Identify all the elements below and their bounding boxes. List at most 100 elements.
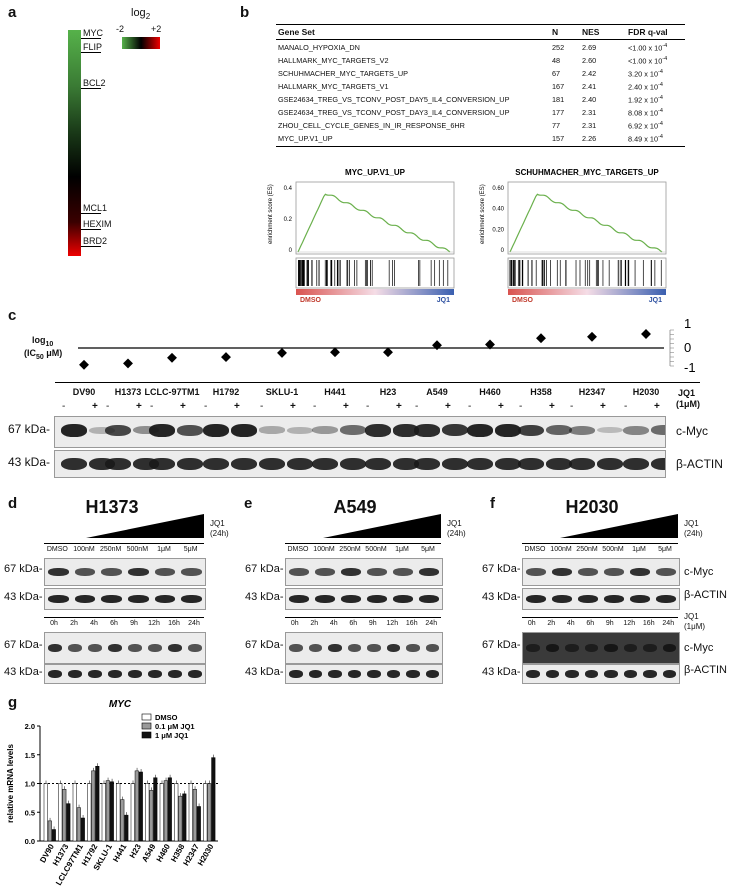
marker-67kda: 67 kDa- xyxy=(4,639,43,651)
dose-actin-blot-band xyxy=(526,595,546,603)
cmyc-band xyxy=(442,424,468,437)
dose-actin-blot-band xyxy=(181,595,202,603)
treatment-label: JQ1 xyxy=(210,519,225,528)
time-label: 16h xyxy=(405,620,418,627)
gsea-left-label: DMSO xyxy=(300,297,322,304)
cell-line-title: H2030 xyxy=(565,497,619,517)
cmyc-band xyxy=(597,426,623,434)
dose-actin-blot-band xyxy=(552,595,572,603)
dose-label: 1μM xyxy=(632,546,646,553)
time-actin-blot-band xyxy=(168,670,182,678)
cell-line-label: LCLC-97TM1 xyxy=(144,387,200,397)
ic50-ylabel: log10 xyxy=(32,335,54,348)
table-header-gene-set: Gene Set xyxy=(278,27,315,37)
table-cell-gene-set: HALLMARK_MYC_TARGETS_V2 xyxy=(278,56,389,65)
table-cell-n: 77 xyxy=(552,121,561,130)
gsea-title: MYC_UP.V1_UP xyxy=(345,168,406,177)
cell-line-label: A549 xyxy=(426,387,448,397)
dose-cmyc-blot-band xyxy=(367,568,387,576)
bar xyxy=(109,781,114,842)
cmyc-band xyxy=(467,424,493,437)
bar xyxy=(145,783,150,842)
time-cmyc-blot-band xyxy=(168,644,182,652)
bar xyxy=(95,766,100,842)
time-actin-blot-band xyxy=(623,670,637,678)
gsea-right-label: JQ1 xyxy=(437,297,450,304)
table-cell-fdr: 6.92 x 10-4 xyxy=(628,121,663,131)
dose-cmyc-blot-band xyxy=(315,568,335,576)
lane-plus: + xyxy=(549,401,555,412)
lane-minus: - xyxy=(150,401,154,412)
time-actin-blot xyxy=(44,664,206,684)
table-cell-fdr: 8.49 x 10-4 xyxy=(628,134,663,144)
cell-line-label: H460 xyxy=(479,387,501,397)
dose-actin-blot-band xyxy=(101,595,122,603)
y-tick-label: 0.0 xyxy=(25,837,35,846)
cell-line-label: H2030 xyxy=(632,387,660,397)
marker-43kda: 43 kDa- xyxy=(245,666,284,678)
gsea-ytick: 0.40 xyxy=(492,207,504,213)
table-cell-nes: 2.41 xyxy=(582,82,597,91)
cmyc-band xyxy=(623,425,649,435)
dose-label: 1μM xyxy=(157,546,171,553)
time-label: 6h xyxy=(110,620,118,627)
bar xyxy=(101,783,106,842)
dose-rule xyxy=(285,543,441,544)
dose-cmyc-blot-band xyxy=(578,568,598,576)
cmyc-band xyxy=(651,425,665,436)
cmyc-band xyxy=(393,424,419,437)
lane-minus: - xyxy=(313,401,317,412)
table-cell-gene-set: GSE24634_TREG_VS_TCONV_POST_DAY5_IL4_CON… xyxy=(278,95,510,104)
time-actin-blot-band xyxy=(643,670,657,678)
table-cell-fdr: 8.08 x 10-4 xyxy=(628,108,663,118)
lane-minus: - xyxy=(519,401,523,412)
time-cmyc-blot-band xyxy=(88,644,102,652)
time-actin-blot xyxy=(522,664,680,684)
actin-band xyxy=(495,458,521,470)
time-actin-blot-band xyxy=(526,670,540,678)
lane-plus: + xyxy=(180,401,186,412)
legend-label: 0.1 μM JQ1 xyxy=(155,722,195,731)
bar xyxy=(182,793,187,842)
bar xyxy=(47,820,52,842)
cmyc-band xyxy=(518,424,544,437)
y-tick-label: 2.0 xyxy=(25,722,35,731)
time-cmyc-blot-band xyxy=(289,644,303,652)
gsea-ytick: 0 xyxy=(289,248,293,254)
cmyc-band xyxy=(231,424,257,437)
time-label: 24h xyxy=(662,620,675,627)
table-cell-fdr: <1.00 x 10-4 xyxy=(628,56,668,66)
bar xyxy=(72,783,77,842)
bar xyxy=(62,789,67,842)
dose-actin-blot-band xyxy=(604,595,624,603)
protein-cmyc: c-Myc xyxy=(684,642,714,654)
table-cell-fdr: 2.40 x 10-4 xyxy=(628,82,663,92)
cmyc-band xyxy=(569,425,595,435)
time-actin-blot-band xyxy=(604,670,618,678)
bar xyxy=(87,783,92,842)
cell-line-label: H23 xyxy=(379,387,397,397)
scale-title: log2 xyxy=(131,7,151,22)
table-cell-gene-set: SCHUHMACHER_MYC_TARGETS_UP xyxy=(278,69,409,78)
dose-actin-blot-band xyxy=(419,595,439,603)
actin-band xyxy=(287,458,313,470)
time-label: 24h xyxy=(425,620,438,627)
table-header-nes: NES xyxy=(582,27,600,37)
time-label: 24h xyxy=(188,620,200,627)
time-actin-blot-band xyxy=(425,670,439,678)
time-cmyc-blot-band xyxy=(623,644,637,652)
time-cmyc-blot-band xyxy=(545,644,559,652)
dose-cmyc-blot xyxy=(522,558,680,586)
treatment-dose: (1μM) xyxy=(684,622,706,631)
table-cell-n: 157 xyxy=(552,134,565,143)
time-label: 2h xyxy=(70,620,78,627)
cell-line-label: DV90 xyxy=(72,387,96,397)
lane-plus: + xyxy=(92,401,98,412)
panel-label-f: f xyxy=(490,495,495,512)
gsea-hits-frame xyxy=(507,257,667,289)
cmyc-band xyxy=(203,424,229,437)
time-cmyc-blot-band xyxy=(308,644,322,652)
table-cell-n: 167 xyxy=(552,82,565,91)
table-cell-nes: 2.31 xyxy=(582,108,597,117)
time-cmyc-blot-band xyxy=(662,644,676,652)
